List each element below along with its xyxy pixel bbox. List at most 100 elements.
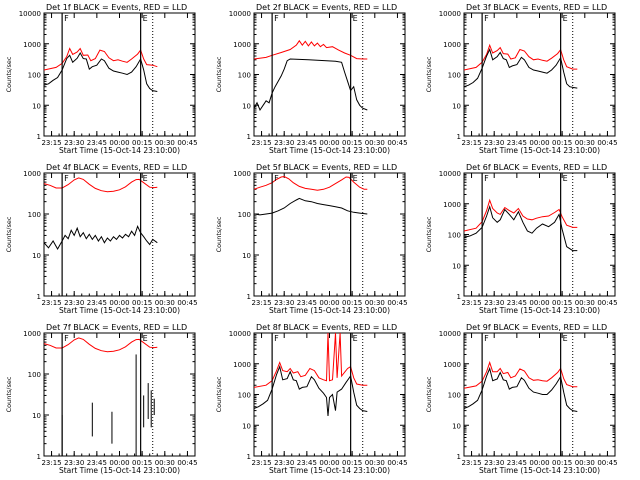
series-lld-line [463,198,578,232]
y-tick-label: 1 [37,293,41,301]
chart-panel-6: 1 10 100 1000 10000 23:15 23:30 23:45 00:00 00:15… [425,163,618,315]
x-tick-label: 23:45 [297,459,317,467]
chart-panel-8: 1 10 100 1000 10000 23:15 23:30 23:45 00:00 00:15… [215,323,408,475]
y-tick-label: 10 [452,102,461,110]
y-axis-label: Counts/sec [5,56,13,92]
x-axis-label: Start Time (15-Oct-14 23:10:00) [479,146,600,155]
x-tick-label: 00:45 [387,299,407,307]
chart-title: Det 1f BLACK = Events, RED = LLD [46,3,187,12]
chart-panel-1: 1 10 100 1000 10000 23:15 23:30 23:45 00:00 00:15… [5,3,198,155]
chart-panel-5: 1 10 100 1000 23:15 23:30 23:45 00:00 00:15 00:30… [215,163,408,315]
x-tick-label: 23:15 [41,459,61,467]
y-tick-label: 1000 [23,170,41,178]
y-tick-label: 10000 [19,10,41,18]
y-tick-label: 100 [448,392,461,400]
marker-label-e: E [143,14,148,23]
marker-label-e: E [143,334,148,343]
series-events-line [253,365,368,417]
series-lld-line [43,177,158,193]
marker-label-e: E [563,14,568,23]
x-tick-label: 00:30 [365,459,385,467]
x-tick-label: 00:30 [155,299,175,307]
y-tick-label: 10 [32,252,41,260]
x-axis-label: Start Time (15-Oct-14 23:10:00) [59,146,180,155]
x-tick-label: 00:30 [575,299,595,307]
y-tick-label: 10000 [439,10,461,18]
y-tick-label: 1 [457,133,461,141]
y-tick-label: 1000 [443,361,461,369]
x-tick-label: 23:15 [41,139,61,147]
x-tick-label: 23:45 [87,459,107,467]
x-tick-label: 00:45 [387,459,407,467]
y-axis-label: Counts/sec [5,376,13,412]
x-tick-label: 23:15 [461,299,481,307]
x-tick-label: 00:15 [552,459,572,467]
y-tick-label: 10000 [229,330,251,338]
marker-label-f: F [484,334,489,343]
series-events-line [43,224,158,251]
chart-panel-4: 1 10 100 1000 23:15 23:30 23:45 00:00 00:15 00:30… [5,163,198,315]
y-tick-label: 1000 [23,41,41,49]
x-tick-label: 23:30 [484,139,504,147]
x-tick-label: 23:15 [251,459,271,467]
y-tick-label: 10000 [439,170,461,178]
series-events-line [253,58,368,112]
y-tick-label: 10 [242,422,251,430]
series-events-line [253,197,368,216]
marker-label-e: E [353,334,358,343]
x-tick-label: 00:00 [109,459,129,467]
x-tick-label: 00:15 [132,139,152,147]
x-tick-label: 00:15 [342,299,362,307]
series-lld-line [43,337,158,353]
marker-label-f: F [64,14,69,23]
y-tick-label: 10 [452,422,461,430]
x-tick-label: 23:30 [274,299,294,307]
y-axis-label: Counts/sec [215,56,223,92]
chart-title: Det 7f BLACK = Events, RED = LLD [46,323,187,332]
y-tick-label: 1 [247,133,251,141]
plot-frame [43,172,196,297]
x-tick-label: 23:30 [64,459,84,467]
y-tick-label: 100 [28,72,41,80]
x-tick-label: 23:30 [484,299,504,307]
series-lld-line [253,39,368,60]
x-tick-label: 23:15 [461,139,481,147]
x-tick-label: 00:15 [342,139,362,147]
x-tick-label: 00:15 [342,459,362,467]
y-tick-label: 100 [238,392,251,400]
chart-title: Det 3f BLACK = Events, RED = LLD [466,3,607,12]
chart-title: Det 9f BLACK = Events, RED = LLD [466,323,607,332]
x-tick-label: 00:00 [319,299,339,307]
x-tick-label: 23:45 [507,139,527,147]
x-tick-label: 00:45 [387,139,407,147]
x-tick-label: 00:30 [575,459,595,467]
chart-panel-2: 1 10 100 1000 10000 23:15 23:30 23:45 00:00 00:15… [215,3,408,155]
y-tick-label: 1000 [233,170,251,178]
plot-frame [463,332,616,457]
plot-frame [463,12,616,137]
x-tick-label: 00:00 [319,139,339,147]
x-tick-label: 00:30 [155,459,175,467]
marker-label-f: F [64,174,69,183]
x-axis-label: Start Time (15-Oct-14 23:10:00) [59,466,180,475]
y-tick-label: 1 [247,293,251,301]
chart-title: Det 5f BLACK = Events, RED = LLD [256,163,397,172]
x-axis-label: Start Time (15-Oct-14 23:10:00) [269,146,390,155]
plot-frame [253,332,406,457]
x-tick-label: 23:45 [297,139,317,147]
chart-panel-3: 1 10 100 1000 10000 23:15 23:30 23:45 00:00 00:15… [425,3,618,155]
y-tick-label: 1 [247,453,251,461]
y-tick-label: 1 [457,453,461,461]
marker-label-f: F [274,14,279,23]
x-tick-label: 00:45 [177,139,197,147]
x-tick-label: 23:45 [507,299,527,307]
x-tick-label: 00:00 [109,139,129,147]
marker-label-e: E [563,174,568,183]
y-axis-label: Counts/sec [425,216,433,252]
y-tick-label: 1000 [233,361,251,369]
x-tick-label: 00:00 [529,459,549,467]
y-axis-label: Counts/sec [5,216,13,252]
y-axis-label: Counts/sec [425,56,433,92]
x-tick-label: 23:15 [461,459,481,467]
x-tick-label: 00:45 [177,299,197,307]
